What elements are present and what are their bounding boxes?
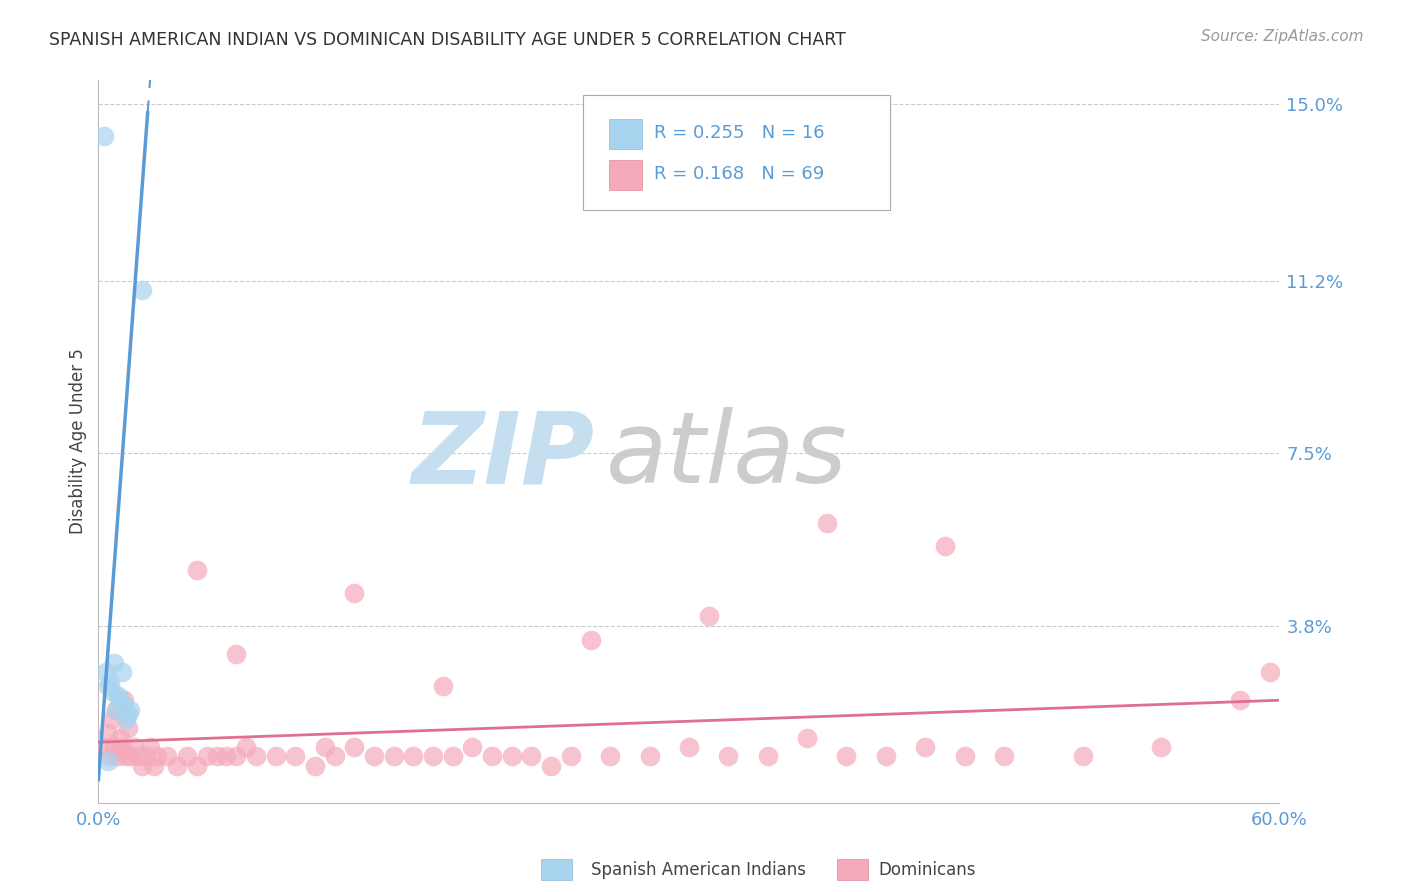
Point — [118, 702, 141, 716]
Point — [717, 749, 740, 764]
Point — [186, 758, 208, 772]
Point — [105, 702, 128, 716]
Point — [138, 739, 160, 754]
Y-axis label: Disability Age Under 5: Disability Age Under 5 — [69, 349, 87, 534]
FancyBboxPatch shape — [609, 119, 641, 149]
Point — [323, 749, 346, 764]
Point — [579, 632, 602, 647]
Point — [97, 754, 120, 768]
Point — [122, 739, 145, 754]
Text: atlas: atlas — [606, 408, 848, 505]
Point — [112, 693, 135, 707]
Point — [98, 749, 121, 764]
Point — [432, 679, 454, 693]
Point — [186, 563, 208, 577]
Point — [304, 758, 326, 772]
Point — [96, 665, 118, 680]
Point — [875, 749, 897, 764]
Point — [520, 749, 543, 764]
Point — [176, 749, 198, 764]
Point — [131, 283, 153, 297]
Point — [195, 749, 218, 764]
Point — [835, 749, 858, 764]
Text: R = 0.168   N = 69: R = 0.168 N = 69 — [654, 165, 824, 183]
FancyBboxPatch shape — [582, 95, 890, 211]
Point — [235, 739, 257, 754]
Point — [953, 749, 976, 764]
Point — [108, 693, 131, 707]
Point — [993, 749, 1015, 764]
Point — [115, 712, 138, 726]
Text: Spanish American Indians: Spanish American Indians — [591, 861, 806, 879]
Point — [599, 749, 621, 764]
Point — [97, 726, 120, 740]
Point — [166, 758, 188, 772]
Point — [225, 647, 247, 661]
Point — [115, 749, 138, 764]
Point — [107, 689, 129, 703]
Point — [314, 739, 336, 754]
Point — [117, 707, 139, 722]
Point — [142, 758, 165, 772]
Point — [96, 739, 118, 754]
Point — [103, 739, 125, 754]
Point — [135, 749, 157, 764]
Point — [363, 749, 385, 764]
Point — [914, 739, 936, 754]
Text: SPANISH AMERICAN INDIAN VS DOMINICAN DISABILITY AGE UNDER 5 CORRELATION CHART: SPANISH AMERICAN INDIAN VS DOMINICAN DIS… — [49, 31, 846, 49]
Point — [697, 609, 720, 624]
Point — [481, 749, 503, 764]
Point — [117, 721, 139, 735]
Point — [382, 749, 405, 764]
Point — [156, 749, 179, 764]
Text: R = 0.255   N = 16: R = 0.255 N = 16 — [654, 124, 824, 142]
Point — [1150, 739, 1173, 754]
Point — [1229, 693, 1251, 707]
Text: Dominicans: Dominicans — [879, 861, 976, 879]
Point — [264, 749, 287, 764]
Point — [205, 749, 228, 764]
Point — [560, 749, 582, 764]
Text: Source: ZipAtlas.com: Source: ZipAtlas.com — [1201, 29, 1364, 45]
Point — [540, 758, 562, 772]
Point — [934, 540, 956, 554]
Point — [98, 674, 121, 689]
Point — [441, 749, 464, 764]
Point — [108, 731, 131, 745]
Point — [111, 665, 134, 680]
Text: ZIP: ZIP — [412, 408, 595, 505]
Point — [105, 702, 128, 716]
Point — [461, 739, 484, 754]
Point — [215, 749, 238, 764]
Point — [1258, 665, 1281, 680]
Point — [101, 684, 124, 698]
Point — [343, 739, 366, 754]
Point — [146, 749, 169, 764]
Point — [127, 749, 149, 764]
Point — [107, 749, 129, 764]
Point — [638, 749, 661, 764]
Point — [131, 758, 153, 772]
Point — [402, 749, 425, 764]
Point — [112, 698, 135, 712]
Point — [101, 712, 124, 726]
Point — [97, 679, 120, 693]
Point — [118, 749, 141, 764]
Point — [225, 749, 247, 764]
Point — [245, 749, 267, 764]
Point — [343, 586, 366, 600]
Point — [678, 739, 700, 754]
Point — [796, 731, 818, 745]
Point — [422, 749, 444, 764]
Point — [756, 749, 779, 764]
Point — [815, 516, 838, 530]
Point — [103, 656, 125, 670]
Point — [501, 749, 523, 764]
Point — [93, 129, 115, 144]
FancyBboxPatch shape — [609, 160, 641, 190]
Point — [1071, 749, 1094, 764]
Point — [284, 749, 307, 764]
Point — [111, 739, 134, 754]
